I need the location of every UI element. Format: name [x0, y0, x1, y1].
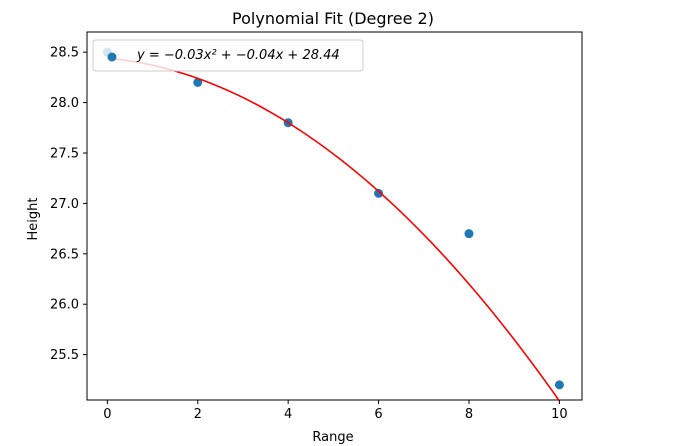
y-tick-label: 25.5 [50, 348, 79, 363]
y-tick-label: 28.5 [50, 46, 79, 61]
plot-frame [86, 31, 583, 401]
chart-title: Polynomial Fit (Degree 2) [232, 9, 434, 28]
data-point [464, 229, 474, 239]
x-tick-label: 2 [194, 407, 202, 422]
data-point [554, 380, 564, 390]
y-tick-label: 26.5 [50, 247, 79, 262]
y-tick-label: 27.0 [50, 197, 79, 212]
legend-marker [107, 52, 117, 62]
x-tick-label: 0 [103, 407, 111, 422]
x-axis: 0 2 4 6 8 10 [103, 400, 568, 422]
x-axis-title: Range [312, 430, 353, 445]
x-tick-label: 6 [374, 407, 382, 422]
data-point [374, 188, 384, 198]
x-tick-label: 8 [465, 407, 473, 422]
y-tick-label: 28.0 [50, 96, 79, 111]
y-tick-label: 26.0 [50, 298, 79, 313]
legend: y = −0.03x² + −0.04x + 28.44 [92, 39, 364, 72]
legend-label: y = −0.03x² + −0.04x + 28.44 [136, 48, 340, 63]
y-axis-title: Height [26, 198, 41, 241]
legend-box [92, 39, 364, 72]
x-tick-label: 4 [284, 407, 292, 422]
fit-curve-line [107, 57, 561, 402]
data-point [193, 77, 203, 87]
y-tick-label: 27.5 [50, 146, 79, 161]
x-tick-label: 10 [551, 407, 568, 422]
y-axis: 25.5 26.0 26.5 27.0 27.5 28.0 28.5 [50, 46, 87, 363]
plot-area [86, 31, 583, 402]
